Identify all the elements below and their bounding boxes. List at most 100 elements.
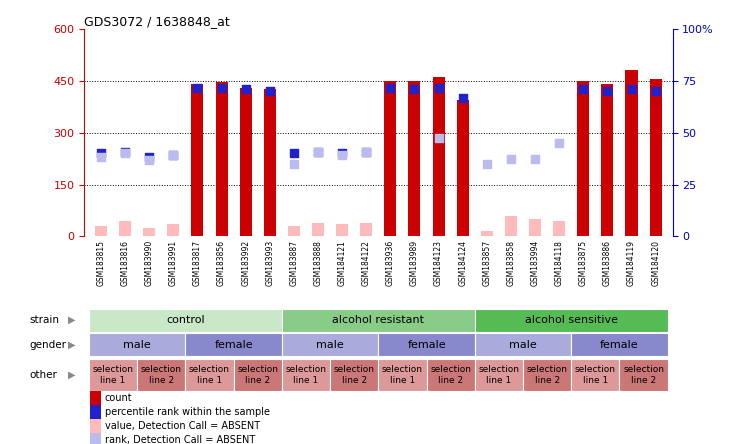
- Point: [457, 95, 469, 102]
- Bar: [529, 219, 541, 237]
- Point: [119, 148, 131, 155]
- Bar: [167, 224, 179, 237]
- Bar: [288, 226, 300, 237]
- Text: selection
line 2: selection line 2: [141, 365, 182, 385]
- Point: [312, 148, 324, 155]
- Bar: [192, 84, 203, 237]
- Text: GSM183989: GSM183989: [410, 240, 419, 286]
- Bar: [90, 433, 101, 444]
- Bar: [457, 100, 469, 237]
- Bar: [288, 226, 300, 237]
- FancyBboxPatch shape: [89, 333, 186, 356]
- FancyBboxPatch shape: [186, 359, 234, 392]
- Point: [264, 87, 276, 95]
- Text: GSM183886: GSM183886: [603, 240, 612, 286]
- Text: female: female: [600, 340, 639, 350]
- FancyBboxPatch shape: [571, 359, 619, 392]
- FancyBboxPatch shape: [379, 333, 474, 356]
- Text: GSM184122: GSM184122: [362, 240, 371, 286]
- Bar: [505, 216, 517, 237]
- FancyBboxPatch shape: [523, 359, 571, 392]
- Point: [119, 150, 131, 157]
- FancyBboxPatch shape: [282, 309, 474, 332]
- Point: [167, 151, 179, 159]
- FancyBboxPatch shape: [137, 359, 186, 392]
- FancyBboxPatch shape: [379, 359, 426, 392]
- FancyBboxPatch shape: [89, 359, 137, 392]
- Text: GSM184124: GSM184124: [458, 240, 467, 286]
- Text: GSM183990: GSM183990: [145, 240, 154, 286]
- Text: GSM184119: GSM184119: [627, 240, 636, 286]
- Text: GSM183857: GSM183857: [482, 240, 491, 286]
- Bar: [577, 81, 589, 237]
- Text: ▶: ▶: [68, 315, 75, 325]
- Bar: [240, 87, 251, 237]
- Bar: [95, 226, 107, 237]
- Bar: [312, 222, 324, 237]
- Text: gender: gender: [29, 340, 67, 350]
- FancyBboxPatch shape: [282, 333, 379, 356]
- FancyBboxPatch shape: [474, 309, 667, 332]
- Bar: [143, 228, 155, 237]
- Bar: [650, 79, 662, 237]
- Point: [385, 84, 396, 91]
- Text: GSM183817: GSM183817: [193, 240, 202, 286]
- FancyBboxPatch shape: [474, 359, 523, 392]
- Point: [433, 134, 444, 141]
- Text: male: male: [509, 340, 537, 350]
- FancyBboxPatch shape: [571, 333, 667, 356]
- Text: percentile rank within the sample: percentile rank within the sample: [105, 408, 270, 417]
- Text: selection
line 1: selection line 1: [478, 365, 520, 385]
- Text: GSM183875: GSM183875: [579, 240, 588, 286]
- Text: count: count: [105, 393, 132, 404]
- Bar: [602, 84, 613, 237]
- Point: [336, 151, 348, 159]
- Bar: [336, 224, 348, 237]
- Point: [505, 155, 517, 162]
- Bar: [119, 221, 131, 237]
- Text: GSM183856: GSM183856: [217, 240, 226, 286]
- Point: [529, 155, 541, 162]
- Bar: [143, 228, 155, 237]
- Text: strain: strain: [29, 315, 59, 325]
- Point: [95, 153, 107, 160]
- Text: selection
line 2: selection line 2: [237, 365, 279, 385]
- Text: alcohol resistant: alcohol resistant: [333, 315, 424, 325]
- Text: value, Detection Call = ABSENT: value, Detection Call = ABSENT: [105, 421, 260, 432]
- FancyBboxPatch shape: [474, 333, 571, 356]
- Bar: [167, 224, 179, 237]
- Text: GSM183993: GSM183993: [265, 240, 274, 286]
- Bar: [90, 405, 101, 420]
- Point: [167, 151, 179, 159]
- FancyBboxPatch shape: [234, 359, 282, 392]
- Text: selection
line 2: selection line 2: [430, 365, 471, 385]
- Text: female: female: [407, 340, 446, 350]
- Text: GSM183815: GSM183815: [96, 240, 105, 286]
- Point: [95, 150, 107, 157]
- Text: control: control: [166, 315, 205, 325]
- Text: selection
line 1: selection line 1: [285, 365, 327, 385]
- Point: [240, 86, 251, 93]
- Point: [360, 148, 372, 155]
- FancyBboxPatch shape: [330, 359, 379, 392]
- Point: [336, 150, 348, 157]
- Text: GSM184123: GSM184123: [434, 240, 443, 286]
- Text: GSM183816: GSM183816: [121, 240, 129, 286]
- Text: GSM183994: GSM183994: [531, 240, 539, 286]
- Text: GSM183858: GSM183858: [507, 240, 515, 286]
- Text: selection
line 2: selection line 2: [333, 365, 375, 385]
- Text: male: male: [124, 340, 151, 350]
- Point: [626, 86, 637, 93]
- Text: GSM184118: GSM184118: [555, 240, 564, 286]
- Text: rank, Detection Call = ABSENT: rank, Detection Call = ABSENT: [105, 436, 255, 444]
- Bar: [553, 221, 565, 237]
- Bar: [119, 221, 131, 237]
- Text: selection
line 1: selection line 1: [382, 365, 423, 385]
- Point: [481, 160, 493, 167]
- FancyBboxPatch shape: [426, 359, 474, 392]
- Point: [288, 160, 300, 167]
- Bar: [481, 231, 493, 237]
- Text: other: other: [29, 370, 57, 380]
- Text: selection
line 1: selection line 1: [575, 365, 616, 385]
- Text: GSM183992: GSM183992: [241, 240, 250, 286]
